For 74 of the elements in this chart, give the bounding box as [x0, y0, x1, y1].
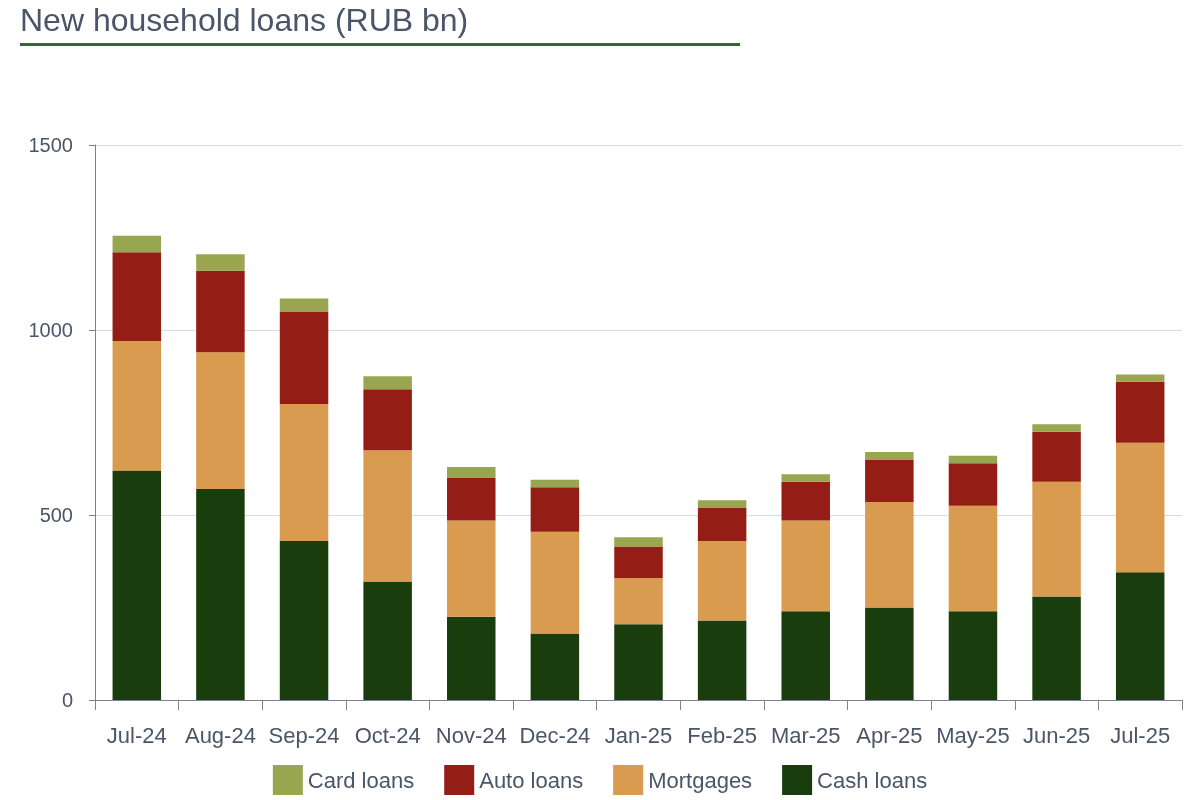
- bar: [781, 474, 830, 482]
- bar: [447, 478, 496, 521]
- bar: [196, 270, 245, 353]
- bar: [1115, 442, 1165, 573]
- legend-label: Mortgages: [648, 767, 753, 793]
- legend-label: Card loans: [307, 767, 415, 793]
- legend-label: Cash loans: [817, 767, 928, 793]
- bar: [279, 404, 329, 541]
- y-tick-label: 500: [39, 504, 73, 526]
- bar: [865, 502, 914, 608]
- bar: [614, 624, 663, 700]
- bar: [363, 450, 412, 582]
- bar: [279, 298, 329, 312]
- bar: [697, 540, 747, 621]
- bar: [948, 505, 998, 612]
- bar: [948, 611, 998, 700]
- bar: [112, 252, 162, 342]
- x-tick-label: Feb-25: [687, 722, 757, 748]
- x-tick-label: Nov-24: [435, 722, 507, 748]
- bar: [279, 540, 329, 700]
- x-tick-label: Jun-25: [1022, 722, 1091, 748]
- bar: [1115, 374, 1165, 382]
- bar: [1032, 424, 1081, 432]
- bar: [697, 620, 747, 700]
- bar: [363, 389, 412, 451]
- bar: [614, 546, 663, 578]
- bar: [865, 459, 914, 503]
- x-tick-label: Jan-25: [604, 722, 673, 748]
- x-tick-label: May-25: [936, 722, 1010, 748]
- bar: [865, 607, 914, 700]
- bar: [279, 311, 329, 404]
- bar: [697, 500, 747, 508]
- bar: [447, 616, 496, 700]
- y-tick-label: 0: [61, 689, 73, 711]
- bar: [948, 463, 998, 506]
- bar: [196, 489, 245, 700]
- bar: [447, 466, 496, 478]
- y-tick-label: 1500: [28, 134, 73, 156]
- bar: [781, 481, 830, 521]
- bar: [363, 376, 412, 390]
- x-tick-label: Sep-24: [268, 722, 340, 748]
- bar: [447, 520, 496, 617]
- bar: [697, 507, 747, 541]
- bar: [781, 611, 830, 700]
- x-tick-label: Aug-24: [184, 722, 256, 748]
- bar: [530, 531, 580, 634]
- bar: [112, 341, 162, 471]
- bar: [196, 254, 245, 271]
- bar: [1032, 596, 1081, 700]
- bar: [781, 520, 830, 612]
- legend-label: Auto loans: [479, 767, 584, 793]
- bar: [948, 455, 998, 464]
- bar: [1032, 431, 1081, 482]
- bar: [530, 633, 580, 700]
- x-tick-label: Jul-24: [106, 722, 167, 748]
- bar: [530, 487, 580, 532]
- bar: [865, 452, 914, 460]
- chart-title: New household loans (RUB bn): [20, 2, 740, 46]
- x-tick-label: Dec-24: [519, 722, 591, 748]
- x-tick-label: Jul-25: [1110, 722, 1171, 748]
- bar: [614, 577, 663, 625]
- x-tick-label: Apr-25: [856, 722, 923, 748]
- bar: [1115, 572, 1165, 700]
- bar: [1032, 481, 1081, 597]
- x-tick-label: Mar-25: [770, 722, 841, 748]
- bar: [196, 352, 245, 490]
- x-tick-label: Oct-24: [354, 722, 421, 748]
- bar: [112, 470, 162, 700]
- bar: [530, 479, 580, 488]
- bar: [363, 581, 412, 700]
- bar: [112, 235, 162, 253]
- bar: [1115, 381, 1165, 443]
- bar: [614, 537, 663, 547]
- y-tick-label: 1000: [28, 319, 73, 341]
